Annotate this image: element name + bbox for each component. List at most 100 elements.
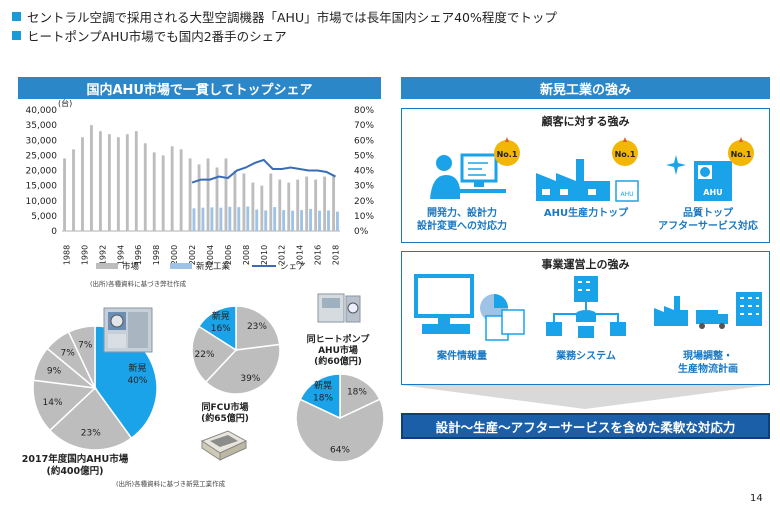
pie-slice-value: 18% (347, 387, 367, 397)
pie-slice (191, 325, 238, 384)
bar-market (134, 131, 138, 231)
bar-shinko (273, 207, 277, 231)
y2-tick-label: 30% (354, 182, 374, 192)
bar-market (305, 176, 309, 231)
heatpump-ahu-image (316, 290, 362, 326)
x-tick-label: 1994 (116, 245, 125, 265)
business-panel-title: 事業運営上の強み (541, 258, 630, 271)
bar-market (224, 158, 228, 231)
ahu-unit-icon (103, 307, 153, 353)
market-share-chart: (台) 0 5,000 10,000 15,000 20,000 25,000 30,000 3… (26, 98, 375, 272)
fcu-pie-title: 同FCU市場 (201, 401, 248, 413)
bar-shinko (246, 206, 250, 231)
bar-market (72, 149, 75, 231)
legend-market-swatch (96, 263, 118, 269)
pie-slice-value: 7% (78, 340, 93, 350)
pie-slice-name: 新晃 (314, 379, 332, 391)
page-number: 14 (750, 493, 763, 504)
bar-market (242, 173, 246, 231)
bullet-square-icon (12, 12, 21, 21)
pie-slice (235, 305, 281, 351)
customer-item-3-line1: 品質トップ (683, 208, 733, 219)
customer-strengths-panel: 顧客に対する強み AHU AHU No.1 No.1 N (401, 108, 770, 243)
no1-badge-icon: No.1 (728, 137, 754, 166)
y2-tick-label: 40% (354, 167, 374, 177)
fcu-pie-subtitle: (約65億円) (201, 412, 249, 424)
pie-slice (204, 343, 281, 395)
business-item-1-line1: 案件情報量 (437, 351, 487, 362)
right-section-header: 新晃工業の強み (401, 77, 770, 99)
heatpump-pie-subtitle: (約60億円) (314, 355, 362, 367)
badge-text: No.1 (615, 150, 636, 159)
pie-slice-name: 新晃 (128, 362, 146, 374)
bar-shinko (201, 207, 205, 231)
pie-slice (67, 325, 96, 389)
x-tick-label: 1998 (152, 245, 161, 265)
x-tick-label: 1990 (80, 245, 89, 265)
bar-market (161, 155, 165, 231)
bar-market (323, 176, 327, 231)
x-tick-label: 2000 (170, 245, 179, 265)
bar-shinko (219, 207, 223, 231)
bar-market (63, 158, 66, 231)
pie-slice (48, 386, 133, 451)
bullet-2: ヒートポンプAHU市場でも国内2番手のシェア (12, 26, 287, 45)
legend-share-label: シェア (280, 262, 306, 272)
bar-shinko (255, 209, 259, 231)
y-tick-label: 30,000 (26, 136, 58, 146)
share-line (191, 158, 336, 184)
bar-shinko (327, 210, 330, 231)
y-tick-label: 25,000 (26, 151, 58, 161)
x-tick-label: 2018 (332, 245, 341, 265)
x-tick-label: 1996 (134, 245, 143, 265)
x-tick-label: 2002 (188, 245, 197, 265)
bar-market (179, 149, 183, 231)
y-tick-label: 15,000 (26, 182, 58, 192)
bar-shinko (300, 210, 304, 231)
fcu-unit-icon (200, 430, 248, 461)
quality-ahu-text: AHU (703, 188, 722, 197)
customer-item-2-line1: AHU生産力トップ (543, 208, 629, 219)
business-item-2-line1: 業務システム (556, 351, 616, 362)
x-tick-label: 2016 (314, 245, 323, 265)
bar-market (296, 179, 300, 231)
chart-source-note: (出所)各種資料に基づき弊社作成 (90, 280, 187, 288)
y2-tick-label: 10% (354, 212, 374, 222)
bar-market (152, 152, 156, 231)
heatpump-pie-title2: AHU市場 (318, 344, 358, 356)
badge-text: No.1 (497, 150, 518, 159)
pie-slice-value: 23% (81, 428, 101, 438)
customer-item-3: 品質トップ アフターサービス対応 (648, 207, 768, 233)
pie-slice-value: 18% (313, 393, 333, 403)
pie-slice (339, 373, 381, 420)
fcu-unit-image (198, 427, 248, 463)
business-item-3: 現場調整・ 生産物流計画 (648, 350, 768, 376)
y2-tick-label: 80% (354, 106, 374, 116)
pie-slice (299, 373, 341, 420)
pie-slice (295, 398, 385, 463)
bar-market (260, 185, 264, 231)
business-item-3-line1: 現場調整・ (683, 351, 733, 362)
pie-slice (197, 305, 237, 352)
bar-shinko (192, 208, 196, 231)
bar-market (314, 179, 318, 231)
bar-market (188, 158, 192, 231)
customer-panel-title: 顧客に対する強み (541, 115, 630, 128)
designer-computer-icon (430, 153, 506, 199)
bar-market (197, 164, 201, 231)
business-item-3-line2: 生産物流計画 (678, 364, 738, 375)
bar-market (125, 134, 129, 231)
bar-market (170, 146, 174, 231)
bar-market (98, 131, 102, 231)
quality-ahu-icon: AHU (666, 155, 732, 201)
bar-shinko (336, 211, 339, 231)
logistics-icon (654, 292, 762, 329)
customer-item-1: 開発力、設計力 設計変更への対応力 (402, 207, 522, 233)
down-arrow-icon (401, 385, 770, 409)
left-section-header: 国内AHU市場で一貫してトップシェア (18, 77, 381, 99)
y-tick-label: 10,000 (26, 197, 58, 207)
bullet-text: ヒートポンプAHU市場でも国内2番手のシェア (27, 29, 287, 44)
pie-slice-value: 39% (240, 374, 260, 384)
bar-market (233, 170, 237, 231)
legend-shinko-swatch (170, 263, 192, 269)
